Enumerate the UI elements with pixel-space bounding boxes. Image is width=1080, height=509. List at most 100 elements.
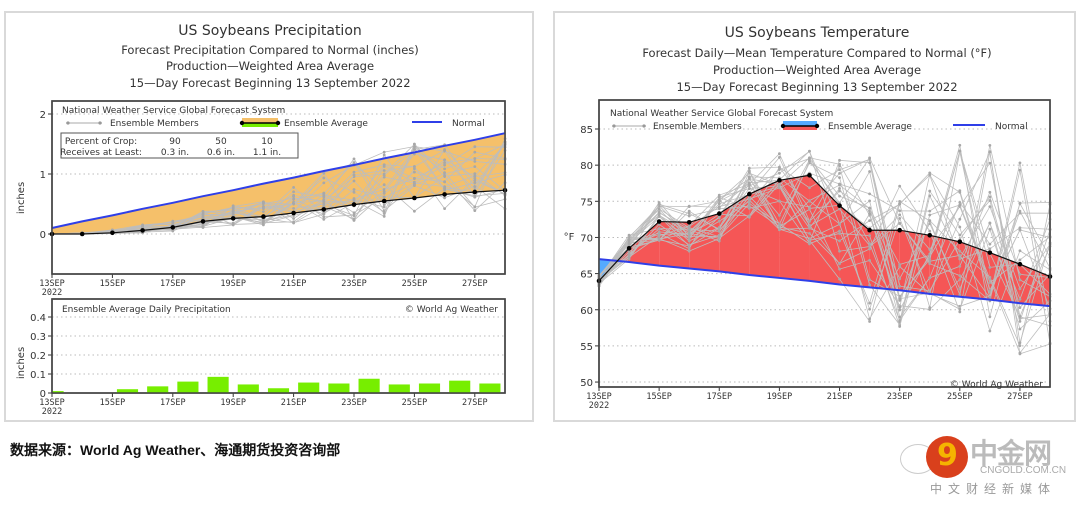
ensemble-member-point [322, 215, 326, 219]
precipitation-panel: US Soybeans Precipitation Forecast Preci… [4, 11, 534, 422]
ensemble-member-point [868, 206, 871, 210]
ensemble-member-point [322, 176, 326, 180]
ensemble-member-point [171, 220, 175, 224]
ensemble-member-point [928, 219, 932, 222]
ensemble-member-point [473, 145, 477, 149]
daily-precip-plot: 0 0.1 0.2 0.3 0.4 13SEP 15SEP 17SEP 19SEP 21SEP 23… [30, 298, 506, 417]
ensemble-member-point [413, 167, 416, 171]
watermark-url: CNGOLD.COM.CN [980, 465, 1067, 476]
y-tick-label: 65 [580, 270, 593, 281]
source-note: 数据来源：World Ag Weather、海通期货投资咨询部 [10, 442, 341, 458]
crop-percent-50: 50 [215, 137, 227, 147]
ensemble-member-point [838, 194, 841, 198]
ensemble-member-point [898, 200, 902, 203]
ensemble-member-point [958, 143, 962, 147]
ensemble-member-point [413, 182, 416, 185]
x-tick-label: 13SEP [39, 279, 65, 289]
ensemble-member-point [958, 217, 962, 221]
ensemble-member-line [598, 183, 1051, 330]
ensemble-member-point [657, 238, 661, 242]
ensemble-member-point [928, 306, 932, 309]
ensemble-member-point [958, 149, 962, 153]
ensemble-member-point [808, 224, 811, 228]
legend-members-dot [98, 121, 102, 125]
ensemble-member-point [292, 195, 295, 199]
ensemble-member-point [687, 247, 691, 251]
ensemble-member-point [868, 307, 871, 311]
above-normal-fill [749, 180, 780, 278]
ensemble-member-point [898, 263, 902, 266]
ensemble-member-point [988, 247, 992, 251]
ensemble-member-point [958, 190, 962, 194]
ensemble-member-point [838, 222, 841, 226]
crop-row1-label: Percent of Crop: [65, 137, 137, 147]
ensemble-member-point [898, 216, 902, 220]
y-tick-label: 55 [580, 342, 593, 353]
daily-precip-bar [116, 389, 139, 393]
crop-row2-label: Receives at Least: [60, 148, 142, 158]
y-tick-label: 1 [40, 170, 46, 181]
ensemble-average-line [598, 174, 1051, 282]
ensemble-member-point [382, 214, 386, 218]
ensemble-member-point [838, 249, 841, 253]
ensemble-average-point [747, 191, 752, 197]
ensemble-member-point [717, 195, 721, 199]
ensemble-member-point [1018, 287, 1022, 291]
temp-legend-title: National Weather Service Global Forecast… [610, 109, 833, 119]
normal-line [598, 258, 1051, 308]
legend-average-swatch-top [242, 118, 278, 123]
ensemble-member-point [988, 315, 992, 319]
ensemble-member-point [868, 283, 871, 287]
x-year-label: 2022 [42, 407, 62, 417]
crop-amount-90: 0.3 in. [161, 148, 189, 158]
ensemble-member-point [958, 310, 962, 314]
ensemble-average-point [412, 195, 417, 201]
ensemble-member-line [598, 145, 1051, 305]
ensemble-member-point [988, 150, 992, 154]
ensemble-member-point [747, 214, 751, 218]
ensemble-member-point [898, 284, 902, 288]
ensemble-member-point [322, 195, 326, 199]
ensemble-member-point [231, 223, 235, 227]
ensemble-member-point [898, 325, 902, 328]
ensemble-member-point [473, 150, 477, 154]
ensemble-member-point [473, 181, 477, 185]
ensemble-member-point [443, 167, 446, 171]
ensemble-member-point [382, 205, 386, 209]
ensemble-member-point [413, 184, 416, 188]
x-tick-label: 27SEP [462, 398, 488, 408]
ensemble-member-line [598, 159, 1051, 347]
ensemble-member-line [51, 173, 506, 235]
ensemble-member-point [1018, 315, 1022, 319]
y-tick-label: 75 [580, 197, 593, 208]
legend-members-dot [642, 124, 646, 128]
ensemble-member-point [473, 160, 477, 163]
ensemble-member-line [51, 153, 506, 235]
ensemble-member-point [898, 265, 902, 268]
ensemble-member-point [747, 170, 751, 174]
ensemble-member-point [928, 213, 932, 217]
ensemble-member-point [443, 174, 446, 178]
ensemble-member-point [778, 199, 781, 203]
ensemble-member-point [898, 319, 902, 322]
ensemble-average-point [987, 250, 993, 255]
ensemble-member-point [687, 204, 691, 208]
legend-average-dot [239, 120, 245, 126]
ensemble-member-point [382, 212, 386, 215]
ensemble-average-point [442, 192, 447, 197]
ensemble-average-point [686, 219, 692, 225]
ensemble-member-line [598, 178, 1051, 354]
ensemble-member-point [352, 179, 356, 183]
x-tick-label: 15SEP [100, 398, 126, 408]
ensemble-member-line [598, 173, 1051, 333]
ensemble-member-point [382, 173, 386, 177]
daily-precip-ylabel: inches [16, 347, 27, 379]
ensemble-member-point [413, 176, 416, 180]
ensemble-member-point [1018, 228, 1022, 232]
ensemble-member-point [808, 219, 811, 223]
ensemble-member-point [657, 227, 661, 231]
ensemble-member-point [717, 219, 721, 223]
ensemble-member-point [988, 265, 992, 269]
normal-line [51, 132, 506, 229]
daily-precip-bar [52, 391, 64, 393]
